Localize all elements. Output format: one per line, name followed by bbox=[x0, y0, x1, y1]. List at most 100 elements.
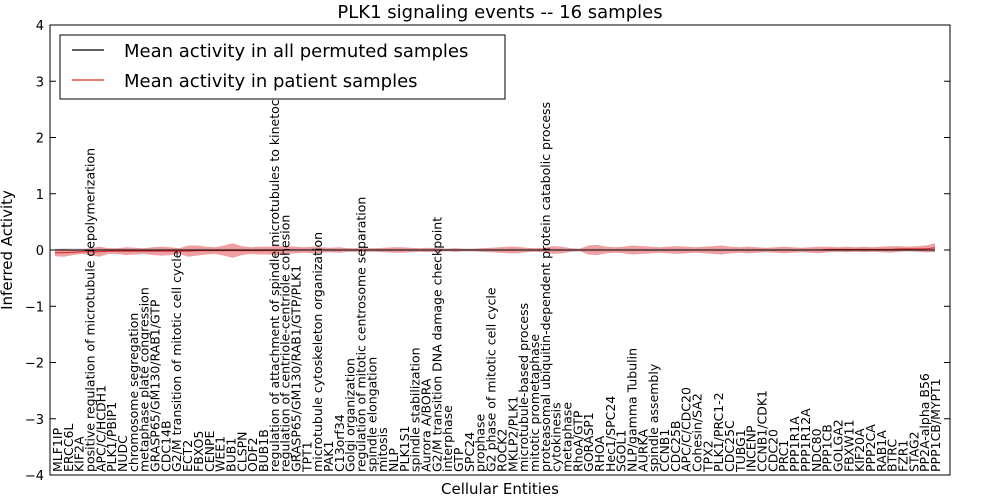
category-label: microtubule cytoskeleton organization bbox=[310, 232, 325, 472]
category-label: Hec1/SPC24 bbox=[603, 396, 618, 472]
category-label: G2/M transition DNA damage checkpoint bbox=[429, 217, 444, 472]
category-label: KIF2A bbox=[72, 436, 87, 472]
category-label: PLK1/PBIP1 bbox=[104, 402, 119, 472]
category-label: GRASP65/GM130/RAB1/GTP bbox=[148, 299, 163, 472]
category-label: CCNB1 bbox=[657, 429, 672, 472]
legend-patient-label: Mean activity in patient samples bbox=[124, 71, 418, 92]
y-tick-label: 3 bbox=[36, 75, 44, 90]
y-tick-label: 0 bbox=[36, 244, 44, 259]
category-label: interphase bbox=[440, 405, 455, 472]
category-label: TPT1 bbox=[299, 441, 314, 473]
category-label: Golgi organization bbox=[343, 358, 358, 472]
chart-title: PLK1 signaling events -- 16 samples bbox=[337, 2, 662, 23]
category-label: G2 phase of mitotic cell cycle bbox=[484, 287, 499, 472]
category-label: SPC24 bbox=[462, 432, 477, 472]
category-label: G2/M transition of mitotic cell cycle bbox=[169, 250, 184, 472]
category-label: C13orf34 bbox=[332, 414, 347, 472]
category-label: TUBG1 bbox=[733, 429, 748, 473]
category-label: PPP1R12A bbox=[798, 408, 813, 472]
category-label: PAK1 bbox=[321, 441, 336, 472]
category-label: CCNB1/CDK1 bbox=[755, 390, 770, 472]
category-label: NUDC bbox=[115, 435, 130, 472]
category-label: regulation of attachment of spindle micr… bbox=[267, 71, 282, 472]
activity-lines bbox=[55, 247, 936, 254]
category-label: TPX2 bbox=[700, 440, 715, 473]
category-label: AURKA bbox=[635, 429, 650, 472]
category-label: mitotic prometaphase bbox=[527, 334, 542, 472]
legend-permuted-label: Mean activity in all permuted samples bbox=[124, 41, 468, 62]
category-label: GTP bbox=[451, 447, 466, 472]
category-label: spindle assembly bbox=[646, 363, 661, 472]
category-label: PRC1 bbox=[776, 440, 791, 472]
category-label: GRASP65/GM130/RAB1/GTP/PLK1 bbox=[289, 265, 304, 472]
category-label: KIF20A bbox=[852, 428, 867, 472]
category-label: FBXW11 bbox=[841, 419, 856, 472]
category-label: PLK1S1 bbox=[397, 425, 412, 472]
category-label: Aurora A/BORA bbox=[419, 378, 434, 472]
category-label: INCENP bbox=[744, 425, 759, 472]
category-label: microtubule-based process bbox=[516, 303, 531, 472]
category-label: positive regulation of microtubule depol… bbox=[83, 148, 98, 472]
category-label: CDC25B bbox=[668, 420, 683, 472]
y-tick-label: 4 bbox=[36, 19, 44, 34]
x-axis-title: Cellular Entities bbox=[441, 480, 559, 498]
category-label: NLP/gamma Tubulin bbox=[625, 348, 640, 472]
category-label: RHOA bbox=[592, 435, 607, 472]
category-label: FZR1 bbox=[896, 440, 911, 472]
category-label: BTRC bbox=[885, 439, 900, 472]
category-label: metaphase bbox=[560, 402, 575, 472]
category-label: BUB1B bbox=[256, 429, 271, 472]
legend-box bbox=[59, 34, 506, 100]
category-label: PPP1R1A bbox=[787, 416, 802, 472]
category-label: ODF2 bbox=[245, 437, 260, 472]
category-label: RhoA/GTP bbox=[570, 410, 585, 472]
category-label: WEE1 bbox=[213, 436, 228, 472]
category-label: regulation of mitotic centrosome separat… bbox=[354, 197, 369, 472]
y-tick-label: 1 bbox=[36, 188, 44, 203]
legend: Mean activity in all permuted samples Me… bbox=[59, 34, 506, 100]
category-label: RAB1A bbox=[874, 430, 889, 472]
y-tick-label: 2 bbox=[36, 132, 44, 147]
category-label: ERCC6L bbox=[61, 424, 76, 472]
category-label: APC/C/HCDH1 bbox=[93, 385, 108, 472]
category-label: MKLP2/PLK1 bbox=[505, 396, 520, 472]
category-label: PPP1CB/MYPT1 bbox=[928, 378, 943, 472]
category-label: CDC14B bbox=[158, 420, 173, 472]
category-label: ECT2 bbox=[180, 440, 195, 472]
category-label: MLF1IP bbox=[50, 427, 65, 472]
patient-band bbox=[55, 243, 935, 258]
category-label: PPP1CB bbox=[820, 424, 835, 472]
category-label: PPP2CA bbox=[863, 424, 878, 472]
category-label: SGOL1 bbox=[614, 430, 629, 472]
y-tick-label: −3 bbox=[25, 413, 44, 428]
category-label: Cohesin/SA2 bbox=[690, 393, 705, 472]
category-label: CLSPN bbox=[234, 432, 249, 473]
y-tick-label: −1 bbox=[25, 300, 44, 315]
category-label: CDC20 bbox=[765, 429, 780, 472]
y-tick-label: −2 bbox=[25, 357, 44, 372]
category-label: GORASP1 bbox=[581, 412, 596, 472]
y-axis: −4 −3 −2 −1 0 1 2 3 4 bbox=[25, 19, 950, 484]
category-label: NLP bbox=[386, 448, 401, 472]
category-label: BUB1 bbox=[223, 438, 238, 472]
category-label: PP2A-alpha B56 bbox=[917, 373, 932, 472]
category-label: NDC80 bbox=[809, 428, 824, 472]
category-label: APC/C/CDC20 bbox=[679, 387, 694, 472]
category-label: regulation of centriole-centriole cohesi… bbox=[278, 215, 293, 472]
category-label: metaphase plate congression bbox=[137, 287, 152, 472]
category-label: spindle elongation bbox=[364, 357, 379, 472]
category-label: PLK1/PRC1-2 bbox=[711, 392, 726, 472]
y-axis-title: Inferred Activity bbox=[0, 190, 16, 310]
category-label: mitosis bbox=[375, 427, 390, 472]
category-label: STAG2 bbox=[906, 431, 921, 472]
category-label: ROCK2 bbox=[494, 429, 509, 472]
category-label: CDC25C bbox=[722, 420, 737, 472]
y-tick-label: −4 bbox=[25, 469, 44, 484]
category-label: cytokinesis bbox=[549, 402, 564, 472]
category-label: CENPE bbox=[202, 431, 217, 473]
category-label: proteasomal ubiquitin-dependent protein … bbox=[538, 102, 553, 472]
category-label: FBXO5 bbox=[191, 431, 206, 472]
category-label: spindle stabilization bbox=[408, 347, 423, 472]
